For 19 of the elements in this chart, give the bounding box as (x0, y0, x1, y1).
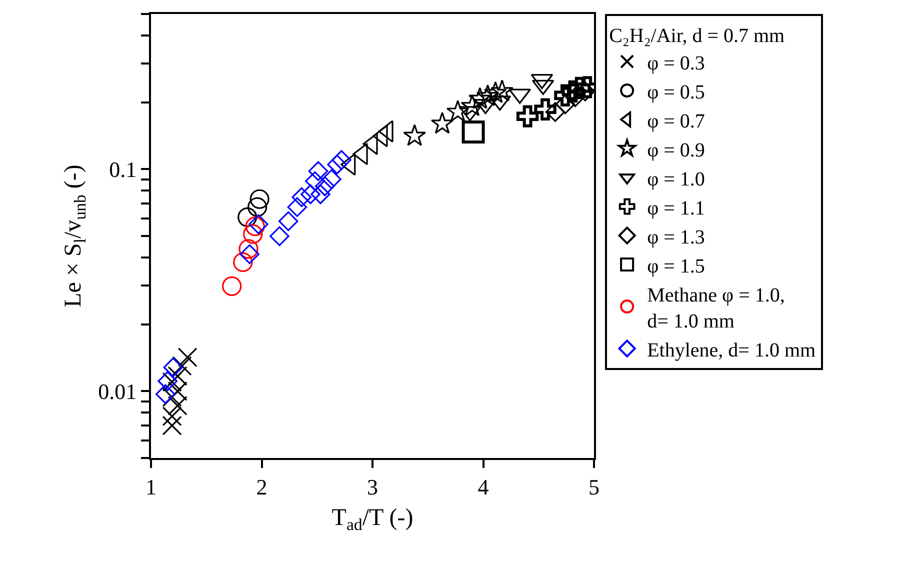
legend-label: φ = 1.5 (647, 255, 705, 278)
x-tick-label: 1 (146, 474, 156, 500)
legend-label: Ethylene, d= 1.0 mm (647, 339, 816, 362)
legend-title: C₂H₂/Air, d = 0.7 mm (609, 25, 786, 47)
x-tick-label: 4 (478, 474, 489, 500)
x-tick-label: 2 (256, 474, 268, 500)
y-tick-label: 0.01 (98, 378, 137, 404)
y-tick-label: 0.1 (109, 156, 137, 182)
legend-label: φ = 1.0 (647, 168, 705, 190)
legend-label: Methane φ = 1.0, d= 1.0 mm (647, 284, 785, 332)
legend-label: φ = 0.7 (647, 110, 705, 132)
legend-label: φ = 0.5 (647, 81, 705, 104)
legend-label: φ = 1.1 (647, 197, 705, 220)
legend-label: φ = 0.3 (647, 52, 705, 74)
x-axis-title: T$_{ad}$/T (-) (332, 505, 414, 534)
x-tick-label: 5 (588, 474, 600, 500)
legend-label: φ = 1.3 (647, 226, 705, 248)
legend-label: φ = 0.9 (647, 139, 705, 162)
x-tick-label: 3 (367, 474, 378, 500)
